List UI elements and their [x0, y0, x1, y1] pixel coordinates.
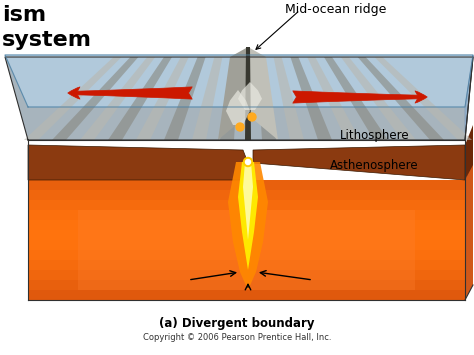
Polygon shape — [220, 57, 239, 140]
Polygon shape — [28, 240, 465, 250]
Polygon shape — [28, 280, 465, 290]
Text: Asthenosphere: Asthenosphere — [330, 158, 419, 171]
Text: Lithosphere: Lithosphere — [340, 129, 410, 142]
Polygon shape — [291, 57, 332, 140]
Polygon shape — [341, 57, 416, 140]
Polygon shape — [192, 57, 222, 140]
Circle shape — [246, 159, 250, 164]
Circle shape — [248, 113, 256, 121]
Polygon shape — [28, 260, 465, 270]
Text: Mid-ocean ridge: Mid-ocean ridge — [285, 3, 386, 16]
Polygon shape — [374, 57, 472, 140]
Polygon shape — [218, 47, 248, 140]
Text: Copyright © 2006 Pearson Prentice Hall, Inc.: Copyright © 2006 Pearson Prentice Hall, … — [143, 333, 331, 342]
Polygon shape — [243, 162, 253, 240]
Polygon shape — [28, 230, 465, 240]
Polygon shape — [5, 57, 473, 140]
Polygon shape — [28, 270, 465, 280]
Polygon shape — [324, 57, 388, 140]
Polygon shape — [28, 210, 465, 220]
Polygon shape — [248, 47, 278, 140]
Polygon shape — [28, 200, 465, 210]
Polygon shape — [78, 210, 415, 290]
Polygon shape — [238, 162, 258, 270]
Polygon shape — [52, 57, 138, 140]
Polygon shape — [28, 180, 465, 190]
Polygon shape — [253, 145, 465, 180]
Polygon shape — [28, 250, 465, 260]
Circle shape — [236, 123, 244, 131]
Polygon shape — [136, 57, 189, 140]
Polygon shape — [80, 57, 155, 140]
Polygon shape — [164, 57, 206, 140]
Polygon shape — [238, 82, 262, 110]
Polygon shape — [5, 55, 473, 107]
Polygon shape — [307, 57, 360, 140]
Polygon shape — [228, 162, 268, 290]
Polygon shape — [28, 190, 465, 200]
Polygon shape — [465, 55, 473, 140]
Circle shape — [244, 158, 253, 166]
Polygon shape — [273, 57, 304, 140]
Polygon shape — [465, 125, 473, 180]
Text: (a) Divergent boundary: (a) Divergent boundary — [159, 317, 315, 329]
Polygon shape — [28, 290, 465, 300]
Polygon shape — [257, 57, 276, 140]
Polygon shape — [108, 57, 172, 140]
Polygon shape — [357, 57, 444, 140]
Text: system: system — [2, 30, 92, 50]
Polygon shape — [226, 90, 250, 125]
Polygon shape — [24, 57, 122, 140]
Polygon shape — [28, 145, 248, 180]
Polygon shape — [28, 220, 465, 230]
Polygon shape — [465, 160, 473, 300]
Polygon shape — [5, 57, 473, 140]
Text: ism: ism — [2, 5, 46, 25]
Polygon shape — [245, 47, 251, 140]
